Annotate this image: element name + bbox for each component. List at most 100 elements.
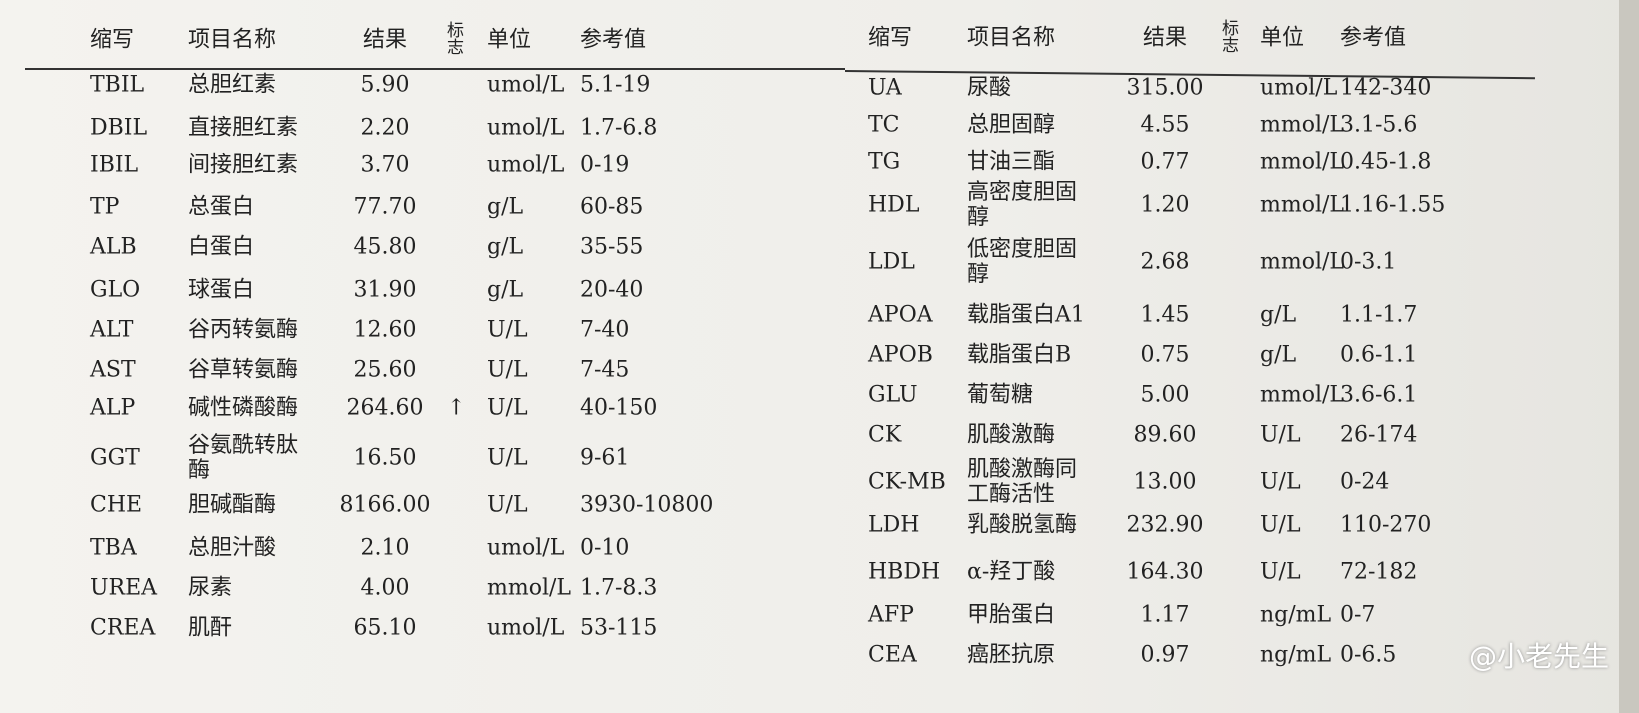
- cell-ref: 0-19: [580, 152, 630, 178]
- cell-ref: 0-3.1: [1340, 249, 1397, 275]
- cell-abbr: LDL: [868, 249, 915, 275]
- cell-unit: umol/L: [487, 72, 565, 98]
- cell-ref: 60-85: [580, 194, 644, 220]
- cell-abbr: GLO: [90, 277, 141, 303]
- cell-name: α-羟丁酸: [967, 559, 1056, 585]
- cell-name: 肌酐: [188, 615, 233, 641]
- cell-abbr: HDL: [868, 192, 920, 218]
- cell-abbr: DBIL: [90, 115, 148, 141]
- cell-result: 45.80: [353, 234, 417, 260]
- cell-result: 25.60: [353, 357, 417, 383]
- cell-abbr: APOB: [868, 342, 933, 368]
- cell-ref: 3.1-5.6: [1340, 112, 1418, 138]
- cell-abbr: ALT: [90, 317, 134, 343]
- cell-unit: g/L: [487, 234, 524, 260]
- cell-unit: U/L: [1260, 512, 1301, 538]
- cell-result: 1.20: [1140, 192, 1190, 218]
- column-header: 标志: [447, 21, 464, 58]
- cell-unit: U/L: [1260, 422, 1301, 448]
- cell-result: 2.10: [360, 535, 410, 561]
- cell-name: 甲胎蛋白: [967, 602, 1056, 628]
- cell-result: 1.45: [1140, 302, 1190, 328]
- cell-abbr: CK: [868, 422, 902, 448]
- cell-name: 总蛋白: [188, 194, 255, 220]
- cell-result: 5.90: [360, 72, 410, 98]
- cell-ref: 72-182: [1340, 559, 1418, 585]
- cell-flag: ↑: [447, 395, 466, 421]
- cell-ref: 0-6.5: [1340, 642, 1397, 668]
- cell-result: 31.90: [353, 277, 417, 303]
- cell-ref: 3.6-6.1: [1340, 382, 1418, 408]
- cell-unit: ng/mL: [1260, 642, 1332, 668]
- cell-result: 2.20: [360, 115, 410, 141]
- cell-result: 12.60: [353, 317, 417, 343]
- cell-unit: umol/L: [1260, 75, 1338, 101]
- cell-abbr: APOA: [868, 302, 933, 328]
- cell-ref: 110-270: [1340, 512, 1432, 538]
- column-header: 参考值: [1340, 25, 1407, 51]
- cell-unit: umol/L: [487, 535, 565, 561]
- cell-abbr: TP: [90, 194, 120, 220]
- cell-result: 89.60: [1133, 422, 1197, 448]
- cell-unit: umol/L: [487, 115, 565, 141]
- cell-unit: U/L: [487, 445, 528, 471]
- cell-abbr: TG: [868, 149, 901, 175]
- cell-name: 甘油三酯: [967, 149, 1056, 175]
- column-header: 单位: [1260, 25, 1305, 51]
- column-header: 结果: [1142, 25, 1187, 51]
- column-header: 项目名称: [188, 27, 277, 53]
- cell-name: 载脂蛋白A1: [967, 302, 1085, 328]
- cell-abbr: HBDH: [868, 559, 941, 585]
- column-header: 项目名称: [967, 25, 1056, 51]
- cell-name: 碱性磷酸酶: [188, 395, 299, 421]
- cell-unit: umol/L: [487, 152, 565, 178]
- cell-ref: 0.45-1.8: [1340, 149, 1432, 175]
- cell-abbr: ALB: [90, 234, 137, 260]
- cell-ref: 0-24: [1340, 469, 1390, 495]
- cell-result: 315.00: [1126, 75, 1204, 101]
- cell-name: 高密度胆固醇: [967, 180, 1078, 230]
- cell-result: 77.70: [353, 194, 417, 220]
- cell-unit: mmol/L: [1260, 249, 1345, 275]
- watermark: @小老先生: [1468, 640, 1609, 673]
- cell-result: 5.00: [1140, 382, 1190, 408]
- cell-result: 264.60: [346, 395, 424, 421]
- cell-result: 8166.00: [339, 492, 431, 518]
- cell-unit: U/L: [487, 317, 528, 343]
- cell-abbr: TBIL: [90, 72, 145, 98]
- cell-ref: 7-45: [580, 357, 630, 383]
- cell-name: 肌酸激酶同工酶活性: [967, 457, 1078, 507]
- cell-result: 0.97: [1140, 642, 1190, 668]
- cell-unit: U/L: [1260, 469, 1301, 495]
- cell-name: 载脂蛋白B: [967, 342, 1072, 368]
- cell-abbr: UA: [868, 75, 902, 101]
- column-header: 结果: [362, 27, 407, 53]
- cell-abbr: CHE: [90, 492, 143, 518]
- cell-abbr: ALP: [90, 395, 136, 421]
- cell-abbr: GLU: [868, 382, 918, 408]
- cell-name: 癌胚抗原: [967, 642, 1056, 668]
- cell-unit: mmol/L: [1260, 382, 1345, 408]
- cell-ref: 3930-10800: [580, 492, 714, 518]
- cell-name: 球蛋白: [188, 277, 255, 303]
- cell-name: 尿素: [188, 575, 233, 601]
- column-header: 单位: [487, 27, 532, 53]
- cell-result: 0.77: [1140, 149, 1190, 175]
- cell-unit: g/L: [1260, 342, 1297, 368]
- cell-name: 胆碱酯酶: [188, 492, 277, 518]
- cell-unit: g/L: [1260, 302, 1297, 328]
- cell-name: 葡萄糖: [967, 382, 1034, 408]
- cell-ref: 1.7-6.8: [580, 115, 658, 141]
- cell-unit: g/L: [487, 194, 524, 220]
- cell-unit: U/L: [1260, 559, 1301, 585]
- cell-unit: mmol/L: [1260, 192, 1345, 218]
- column-header: 标志: [1222, 19, 1239, 56]
- cell-result: 2.68: [1140, 249, 1190, 275]
- cell-ref: 0-10: [580, 535, 630, 561]
- cell-unit: U/L: [487, 395, 528, 421]
- cell-abbr: AST: [90, 357, 136, 383]
- cell-result: 4.55: [1140, 112, 1190, 138]
- cell-unit: g/L: [487, 277, 524, 303]
- cell-abbr: AFP: [868, 602, 914, 628]
